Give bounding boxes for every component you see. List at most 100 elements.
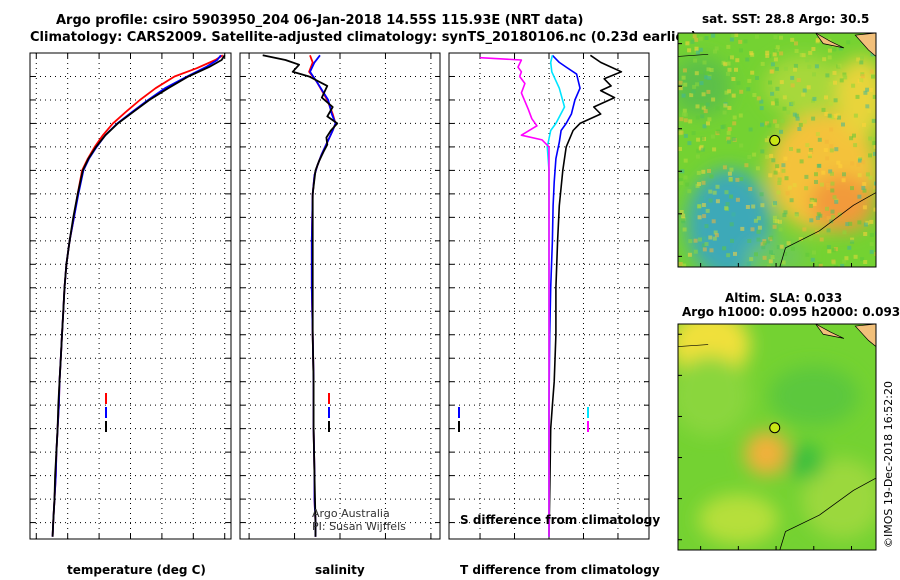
map-pixel <box>793 67 797 72</box>
map-pixel <box>683 82 688 87</box>
map-pixel <box>840 263 845 267</box>
map-pixel <box>863 232 868 236</box>
map-pixel <box>865 87 870 92</box>
map-pixel <box>708 189 713 194</box>
map-pixel <box>772 119 777 124</box>
temperature-frame <box>29 52 232 540</box>
map-pixel <box>709 248 714 253</box>
annotation-institution: Argo Australia <box>312 507 390 520</box>
map-pixel <box>683 158 688 163</box>
sla-map-subtitle: Argo h1000: 0.095 h2000: 0.093 <box>682 305 900 319</box>
map-pixel <box>683 133 688 138</box>
map-pixel <box>826 182 830 187</box>
map-pixel <box>772 224 777 229</box>
map-pixel <box>798 237 803 242</box>
map-pixel <box>850 239 855 244</box>
map-pixel <box>698 237 702 242</box>
map-pixel <box>850 186 854 191</box>
map-pixel <box>731 137 736 142</box>
map-pixel <box>773 170 778 175</box>
map-pixel <box>679 181 684 185</box>
map-pixel <box>704 224 709 229</box>
map-pixel <box>853 254 858 259</box>
map-pixel <box>767 123 772 128</box>
map-pixel <box>774 66 779 71</box>
map-pixel <box>682 108 687 113</box>
map-pixel <box>809 218 814 223</box>
map-pixel <box>707 76 712 80</box>
map-pixel <box>814 64 819 69</box>
map-pixel <box>790 37 795 42</box>
map-pixel <box>802 119 807 124</box>
map-pixel <box>698 36 703 41</box>
map-pixel <box>762 241 767 246</box>
map-pixel <box>848 221 853 226</box>
map-pixel <box>730 238 734 243</box>
map-pixel <box>775 123 780 128</box>
map-pixel <box>694 37 699 42</box>
map-blob <box>768 365 859 426</box>
map-pixel <box>867 109 872 113</box>
map-pixel <box>816 167 821 172</box>
map-pixel <box>792 183 797 188</box>
map-pixel <box>841 178 846 183</box>
map-pixel <box>770 254 775 259</box>
map-pixel <box>825 206 829 211</box>
land-island <box>815 33 845 49</box>
map-pixel <box>727 105 732 110</box>
map-pixel <box>835 112 840 117</box>
map-pixel <box>704 242 709 246</box>
map-pixel <box>783 251 788 256</box>
map-pixel <box>829 148 834 153</box>
map-pixel <box>845 222 850 227</box>
difference-frame <box>448 52 650 540</box>
map-pixel <box>702 60 707 65</box>
map-pixel <box>776 190 781 195</box>
map-pixel <box>681 213 686 218</box>
map-pixel <box>759 192 764 197</box>
map-pixel <box>729 194 734 199</box>
map-pixel <box>825 73 830 78</box>
map-pixel <box>837 63 842 68</box>
map-pixel <box>805 252 810 257</box>
map-pixel <box>701 203 706 207</box>
map-pixel <box>846 40 851 45</box>
map-pixel <box>852 133 856 138</box>
series-line-satellite-adj-clim- <box>51 54 222 537</box>
map-pixel <box>701 180 706 185</box>
map-pixel <box>702 214 707 219</box>
map-pixel <box>844 256 849 261</box>
map-pixel <box>833 265 838 267</box>
map-pixel <box>837 115 841 120</box>
map-pixel <box>856 57 861 62</box>
map-pixel <box>814 172 818 177</box>
map-pixel <box>783 66 788 71</box>
map-pixel <box>796 78 801 83</box>
map-pixel <box>722 165 727 170</box>
map-pixel <box>715 184 720 189</box>
map-pixel <box>733 251 737 256</box>
map-pixel <box>745 57 750 62</box>
map-pixel <box>770 62 775 67</box>
map-pixel <box>817 137 822 142</box>
map-pixel <box>681 75 686 80</box>
map-pixel <box>702 236 707 241</box>
map-pixel <box>792 112 797 117</box>
map-pixel <box>810 199 815 204</box>
map-pixel <box>724 190 729 195</box>
map-pixel <box>696 148 701 153</box>
map-pixel <box>695 50 700 55</box>
map-pixel <box>750 227 755 232</box>
map-pixel <box>806 85 811 90</box>
map-pixel <box>865 104 870 109</box>
map-pixel <box>805 58 810 63</box>
map-pixel <box>872 94 876 99</box>
map-pixel <box>833 113 838 118</box>
map-pixel <box>732 115 737 120</box>
map-pixel <box>688 119 693 124</box>
map-pixel <box>711 97 716 102</box>
map-blob <box>678 355 751 436</box>
map-pixel <box>732 121 737 126</box>
map-pixel <box>862 122 866 127</box>
map-pixel <box>755 76 759 80</box>
